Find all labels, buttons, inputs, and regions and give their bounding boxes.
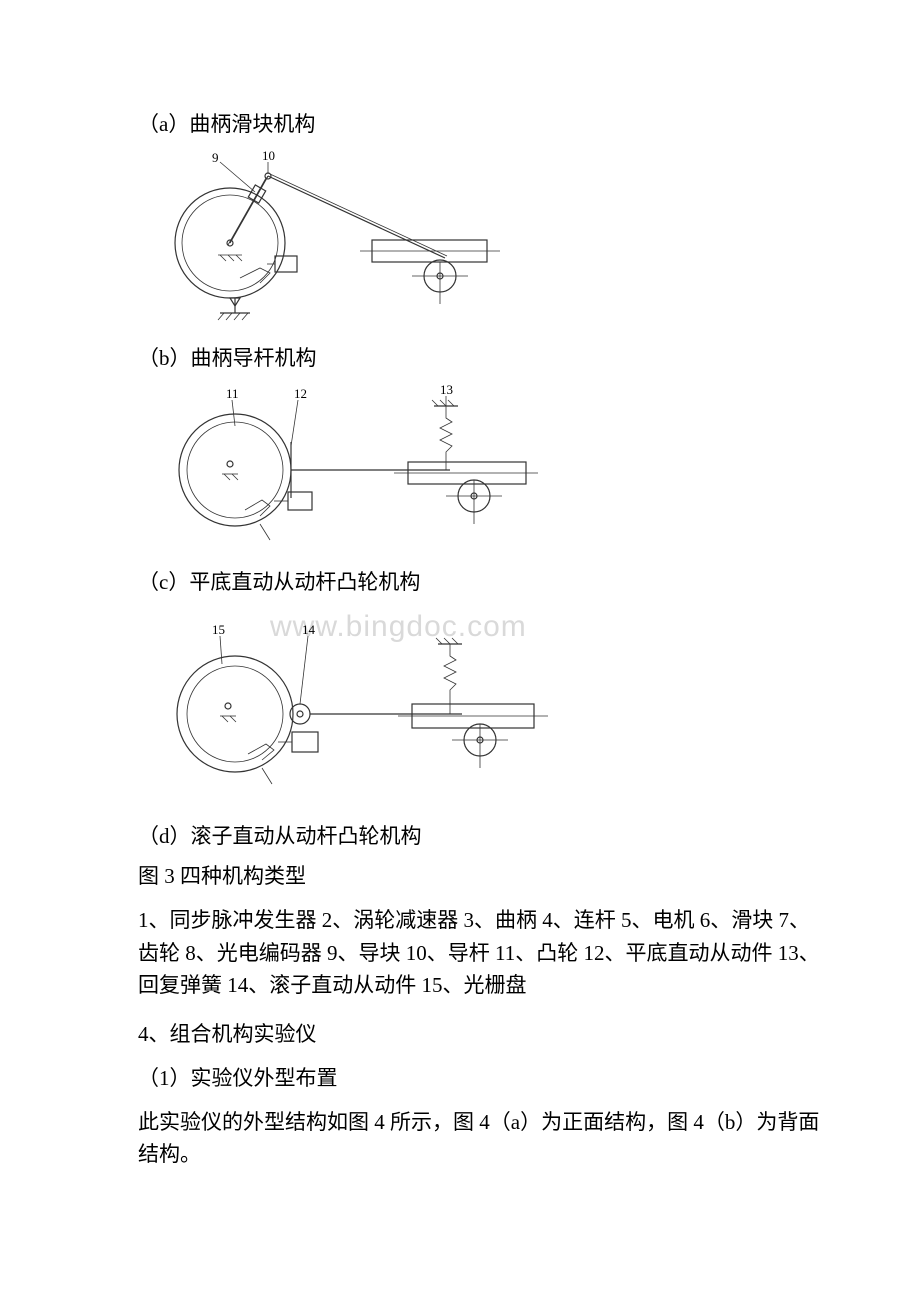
subheading-1: （1）实验仪外型布置 [138, 1062, 830, 1092]
label-a: （a）曲柄滑块机构 [138, 108, 830, 138]
figure-b: 9 10 [150, 148, 830, 328]
parts-list: 1、同步脉冲发生器 2、涡轮减速器 3、曲柄 4、连杆 5、电机 6、滑块 7、… [138, 904, 830, 1002]
callout-10: 10 [262, 148, 275, 163]
heading-4: 4、组合机构实验仪 [138, 1018, 830, 1048]
callout-14: 14 [302, 622, 316, 637]
callout-13: 13 [440, 382, 453, 397]
paragraph-1: 此实验仪的外型结构如图 4 所示，图 4（a）为正面结构，图 4（b）为背面结构… [138, 1106, 830, 1171]
label-c: （c）平底直动从动杆凸轮机构 [138, 566, 830, 596]
label-b: （b）曲柄导杆机构 [138, 342, 830, 372]
figure-c: 11 12 13 [150, 382, 830, 552]
figure3-title: 图 3 四种机构类型 [138, 860, 830, 890]
callout-9: 9 [212, 150, 219, 165]
callout-12: 12 [294, 386, 307, 401]
label-d: （d）滚子直动从动杆凸轮机构 [138, 820, 830, 850]
callout-15: 15 [212, 622, 225, 637]
callout-11: 11 [226, 386, 239, 401]
figure-d: www.bingdoc.com 15 14 [150, 606, 830, 806]
